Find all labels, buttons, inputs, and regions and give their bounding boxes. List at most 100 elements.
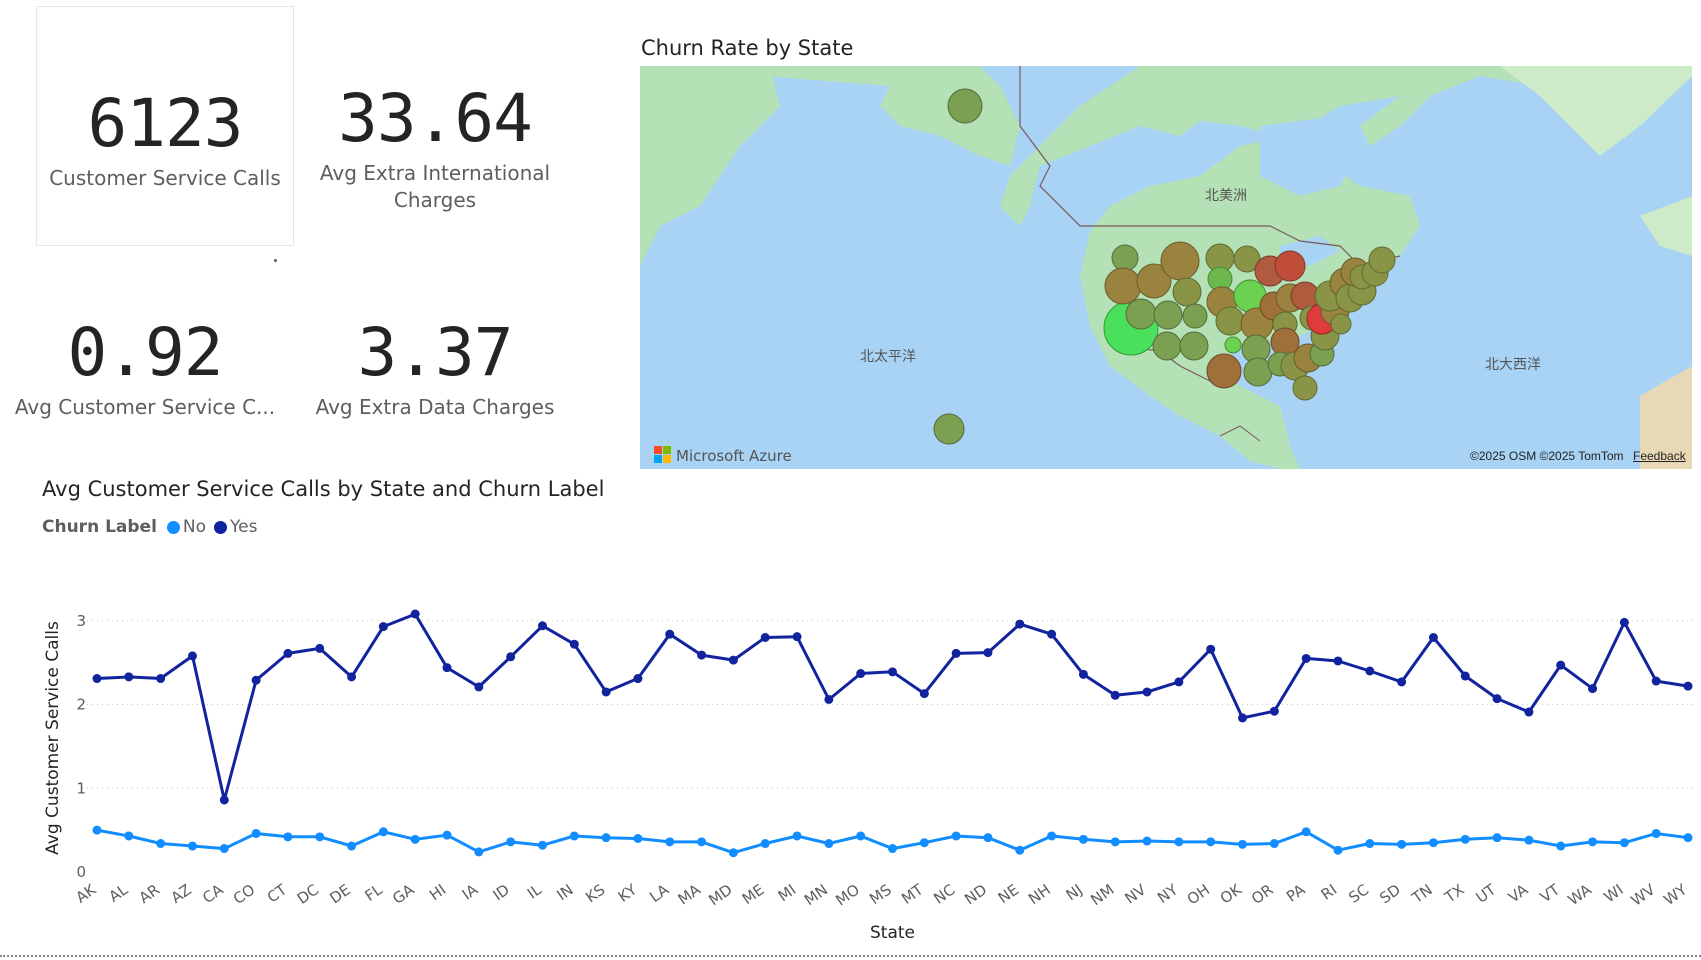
data-point-yes[interactable] bbox=[1238, 713, 1248, 723]
data-point-yes[interactable] bbox=[1460, 671, 1470, 681]
kpi-card-intl-charges[interactable]: 33.64 Avg Extra International Charges bbox=[310, 6, 560, 244]
map-bubble-montana[interactable] bbox=[1160, 241, 1200, 281]
data-point-yes[interactable] bbox=[442, 663, 452, 673]
data-point-yes[interactable] bbox=[856, 669, 866, 679]
data-point-yes[interactable] bbox=[1524, 707, 1534, 717]
data-point-yes[interactable] bbox=[1651, 676, 1661, 686]
data-point-yes[interactable] bbox=[1619, 617, 1629, 627]
data-point-no[interactable] bbox=[1651, 828, 1661, 838]
data-point-no[interactable] bbox=[347, 841, 357, 851]
map-bubble-texas[interactable] bbox=[1206, 353, 1242, 389]
data-point-no[interactable] bbox=[1524, 835, 1534, 845]
data-point-yes[interactable] bbox=[1365, 666, 1375, 676]
data-point-no[interactable] bbox=[537, 840, 547, 850]
data-point-no[interactable] bbox=[1556, 841, 1566, 851]
data-point-yes[interactable] bbox=[1683, 681, 1693, 691]
data-point-yes[interactable] bbox=[283, 648, 293, 658]
map-bubble-oklahoma[interactable] bbox=[1224, 336, 1242, 354]
map-bubble-utah[interactable] bbox=[1153, 300, 1183, 330]
map-feedback-link[interactable]: Feedback bbox=[1633, 449, 1686, 463]
map-bubble-oregon[interactable] bbox=[1104, 267, 1142, 305]
map-bubble-alaska[interactable] bbox=[947, 88, 983, 124]
data-point-yes[interactable] bbox=[983, 648, 993, 658]
data-point-yes[interactable] bbox=[1428, 633, 1438, 642]
data-point-yes[interactable] bbox=[760, 633, 770, 642]
data-point-yes[interactable] bbox=[378, 622, 388, 632]
data-point-yes[interactable] bbox=[315, 643, 325, 653]
legend-item-yes[interactable]: Yes bbox=[214, 517, 258, 537]
map-bubble-washington[interactable] bbox=[1111, 244, 1139, 272]
data-point-no[interactable] bbox=[1015, 845, 1025, 855]
data-point-yes[interactable] bbox=[824, 694, 834, 704]
data-point-yes[interactable] bbox=[1206, 644, 1216, 654]
data-point-yes[interactable] bbox=[1556, 660, 1566, 670]
data-point-yes[interactable] bbox=[792, 632, 802, 642]
data-point-no[interactable] bbox=[1206, 837, 1216, 847]
data-point-yes[interactable] bbox=[1492, 694, 1502, 704]
map-bubble-minnesota[interactable] bbox=[1233, 245, 1261, 273]
data-point-no[interactable] bbox=[760, 839, 770, 849]
data-point-yes[interactable] bbox=[506, 652, 516, 662]
data-point-no[interactable] bbox=[156, 839, 166, 849]
data-point-no[interactable] bbox=[506, 837, 516, 847]
data-point-no[interactable] bbox=[951, 831, 961, 841]
data-point-no[interactable] bbox=[665, 837, 675, 847]
data-point-yes[interactable] bbox=[665, 629, 675, 639]
kpi-card-service-calls[interactable]: 6123 Customer Service Calls bbox=[36, 6, 294, 246]
data-point-no[interactable] bbox=[1397, 839, 1407, 849]
data-point-no[interactable] bbox=[1460, 834, 1470, 844]
data-point-no[interactable] bbox=[187, 841, 197, 851]
map-bubble-wyoming[interactable] bbox=[1172, 277, 1202, 307]
data-point-no[interactable] bbox=[92, 825, 102, 835]
data-point-yes[interactable] bbox=[537, 621, 547, 631]
data-point-no[interactable] bbox=[410, 834, 420, 844]
data-point-no[interactable] bbox=[601, 833, 611, 843]
data-point-no[interactable] bbox=[728, 848, 738, 858]
data-point-no[interactable] bbox=[856, 831, 866, 841]
data-point-no[interactable] bbox=[1492, 833, 1502, 843]
data-point-no[interactable] bbox=[1238, 839, 1248, 849]
map-canvas[interactable]: 北美洲 北太平洋 北大西洋 bbox=[640, 66, 1692, 469]
data-point-yes[interactable] bbox=[1078, 669, 1088, 679]
data-point-no[interactable] bbox=[1047, 831, 1057, 841]
data-point-yes[interactable] bbox=[156, 674, 166, 684]
data-point-no[interactable] bbox=[792, 831, 802, 841]
data-point-no[interactable] bbox=[378, 827, 388, 837]
data-point-yes[interactable] bbox=[1269, 706, 1279, 716]
churn-map[interactable]: 北美洲 北太平洋 北大西洋 bbox=[640, 66, 1692, 469]
data-point-yes[interactable] bbox=[601, 687, 611, 697]
data-point-no[interactable] bbox=[1174, 837, 1184, 847]
map-bubble-colorado[interactable] bbox=[1182, 303, 1208, 329]
data-point-yes[interactable] bbox=[1110, 690, 1120, 700]
data-point-yes[interactable] bbox=[633, 674, 643, 684]
data-point-no[interactable] bbox=[219, 844, 229, 854]
line-chart[interactable]: 0 1 2 3 Avg Customer Service Calls AK AL AR AZ CA… bbox=[0, 560, 1701, 955]
data-point-yes[interactable] bbox=[697, 650, 707, 660]
data-point-no[interactable] bbox=[1269, 839, 1279, 849]
data-point-no[interactable] bbox=[442, 830, 452, 840]
data-point-yes[interactable] bbox=[728, 655, 738, 665]
data-point-no[interactable] bbox=[283, 832, 293, 842]
data-point-no[interactable] bbox=[1301, 827, 1311, 837]
data-point-yes[interactable] bbox=[1588, 684, 1598, 694]
data-point-yes[interactable] bbox=[1333, 656, 1343, 666]
data-point-no[interactable] bbox=[1333, 845, 1343, 855]
data-point-yes[interactable] bbox=[1301, 653, 1311, 663]
data-point-yes[interactable] bbox=[1397, 677, 1407, 687]
data-point-yes[interactable] bbox=[124, 672, 134, 682]
map-bubble-michigan[interactable] bbox=[1274, 250, 1306, 282]
data-point-yes[interactable] bbox=[187, 651, 197, 661]
map-bubble-new-hampshire[interactable] bbox=[1368, 246, 1396, 274]
map-bubble-new-mexico[interactable] bbox=[1179, 331, 1209, 361]
data-point-no[interactable] bbox=[697, 837, 707, 847]
data-point-no[interactable] bbox=[1428, 838, 1438, 848]
map-bubble-kansas[interactable] bbox=[1215, 306, 1245, 336]
data-point-yes[interactable] bbox=[347, 672, 357, 682]
data-point-no[interactable] bbox=[1365, 839, 1375, 849]
kpi-card-data-charges[interactable]: 3.37 Avg Extra Data Charges bbox=[310, 290, 560, 430]
data-point-yes[interactable] bbox=[410, 609, 420, 619]
map-bubble-florida[interactable] bbox=[1292, 375, 1318, 401]
data-point-yes[interactable] bbox=[919, 689, 929, 699]
map-bubble-arizona[interactable] bbox=[1152, 331, 1182, 361]
data-point-no[interactable] bbox=[124, 831, 134, 841]
